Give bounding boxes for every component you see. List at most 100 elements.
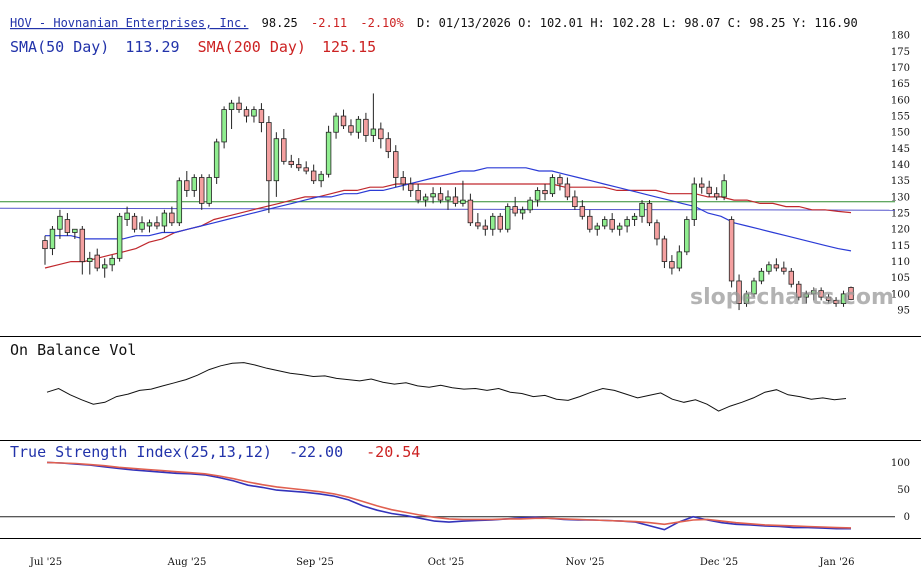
candle-body [616, 225, 623, 230]
tsi-tick-label: 50 [897, 485, 910, 496]
price-y-axis: 95 100 105 110 115 120 125 130 135 140 145 150 155 16… [891, 31, 910, 317]
candle-body [57, 215, 63, 230]
ticker-link[interactable]: HOV - Hovnanian Enterprises, Inc. [10, 16, 248, 30]
candle [199, 174, 205, 210]
candle-body [325, 131, 332, 175]
candle [654, 219, 660, 246]
candle [609, 213, 615, 233]
price-tick-label: 130 [891, 192, 910, 203]
candle-body [743, 293, 750, 304]
candle [840, 290, 847, 307]
candle-body [281, 138, 287, 162]
candle [796, 280, 802, 301]
candle-body [109, 257, 115, 266]
x-axis: Jul '25 Aug '25 Sep '25 Oct '25 Nov '25 Dec '… [29, 557, 855, 568]
candle [713, 187, 720, 201]
candle-body [407, 183, 414, 191]
candle-body [318, 173, 324, 182]
candle [72, 228, 78, 239]
candle [691, 177, 697, 226]
candle [422, 193, 429, 207]
candle-body [310, 170, 317, 182]
candle-body [810, 290, 817, 295]
candle-body [154, 222, 160, 227]
candle-body [199, 177, 205, 204]
candle [758, 268, 765, 285]
candle [251, 106, 257, 123]
candle-body [691, 183, 697, 220]
tsi-signal-value: -20.54 [366, 443, 420, 461]
candle [221, 106, 227, 149]
candle-body [355, 118, 362, 133]
candle [669, 255, 675, 275]
candle-body [116, 215, 123, 259]
candle [587, 209, 593, 233]
candle-body [482, 225, 489, 230]
candle-body [393, 151, 399, 178]
candle-body [654, 222, 660, 240]
candle [318, 171, 324, 188]
candle-body [176, 180, 183, 224]
candle [169, 206, 175, 226]
candle [370, 93, 377, 142]
candle [385, 132, 392, 159]
obv-line [46, 362, 847, 412]
candle [639, 200, 645, 223]
candle-body [131, 215, 138, 230]
sma-legend: SMA(50 Day) 113.29 SMA(200 Day) 125.15 [10, 38, 376, 56]
candle [766, 261, 772, 275]
candle-body [818, 290, 824, 298]
candle-body [624, 219, 630, 227]
candle-body [564, 183, 571, 198]
candle [624, 216, 630, 233]
candle [751, 277, 757, 298]
candle-body [527, 199, 533, 211]
x-tick-label: Oct '25 [428, 557, 464, 568]
candle [475, 213, 481, 230]
candle-body [79, 228, 86, 262]
candle-body [661, 238, 668, 262]
candle-body [139, 222, 145, 230]
price-tick-label: 160 [891, 95, 910, 106]
candle-body [721, 180, 727, 198]
obv-path [46, 362, 847, 412]
tsi-legend: True Strength Index(25,13,12) -22.00 -20… [10, 443, 420, 461]
price-tick-label: 125 [891, 209, 910, 220]
price-tick-label: 150 [891, 128, 910, 139]
candle-body [363, 118, 369, 136]
candle [393, 145, 399, 188]
candle [296, 158, 302, 172]
candle [743, 290, 750, 307]
candle [848, 286, 854, 301]
candle-body [751, 280, 757, 295]
candle [818, 287, 824, 301]
tsi-tick-label: 0 [904, 512, 910, 523]
candle [579, 200, 586, 220]
candle-body [504, 206, 511, 230]
candle-body [340, 115, 347, 127]
candle-body [191, 177, 197, 191]
candle [773, 258, 780, 272]
sma200-label: SMA(200 Day) [198, 38, 306, 56]
candle-body [422, 196, 429, 201]
candle [281, 129, 287, 165]
candle [131, 213, 138, 233]
candle [378, 122, 384, 149]
price-tick-label: 95 [897, 306, 910, 317]
candle [460, 180, 466, 207]
candle [184, 171, 190, 197]
candle [407, 177, 414, 197]
candle-body [699, 183, 705, 188]
candle-body [101, 264, 108, 269]
candle [676, 245, 683, 272]
candle-body [796, 283, 802, 298]
candle-body [49, 228, 56, 250]
sma50-value: 113.29 [125, 38, 179, 56]
candle-body [669, 261, 675, 269]
candle [534, 187, 541, 207]
candle-body [542, 190, 548, 195]
candle [116, 213, 123, 262]
candle-body [124, 212, 130, 220]
price-change: -2.11 [311, 16, 347, 30]
